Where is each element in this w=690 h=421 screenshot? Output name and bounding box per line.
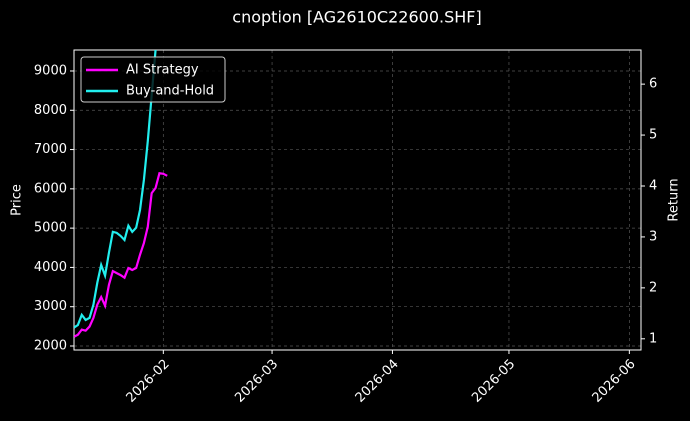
series-line [74,172,168,338]
plot-frame [73,49,642,351]
y-tick-label: 8000 [34,103,67,118]
y2-tick-label: 5 [649,128,657,143]
y-tick-label: 6000 [34,181,67,196]
y2-axis-label: Return [667,178,682,221]
y2-tick-label: 2 [649,280,657,295]
series-line [74,50,157,329]
y-tick-label: 5000 [34,221,67,236]
legend-label: Buy-and-Hold [126,84,214,99]
x-tick-label: 2026-04 [353,357,402,406]
y-tick-label: 7000 [34,142,67,157]
plot-area [74,50,168,338]
y-axis-label: Price [10,184,25,216]
y-tick-label: 3000 [34,299,67,314]
chart-title: cnoption [AG2610C22600.SHF] [232,8,481,27]
legend-label: AI Strategy [126,63,199,78]
y-tick-label: 9000 [34,63,67,78]
y2-tick-label: 6 [649,77,657,92]
y2-tick-label: 3 [649,229,657,244]
x-tick-label: 2026-05 [469,357,518,406]
y2-tick-label: 4 [649,178,657,193]
y-tick-label: 4000 [34,260,67,275]
y-tick-label: 2000 [34,338,67,353]
x-tick-label: 2026-03 [232,357,281,406]
y2-tick-label: 1 [649,331,657,346]
x-tick-label: 2026-06 [590,357,639,406]
x-tick-label: 2026-02 [124,357,173,406]
